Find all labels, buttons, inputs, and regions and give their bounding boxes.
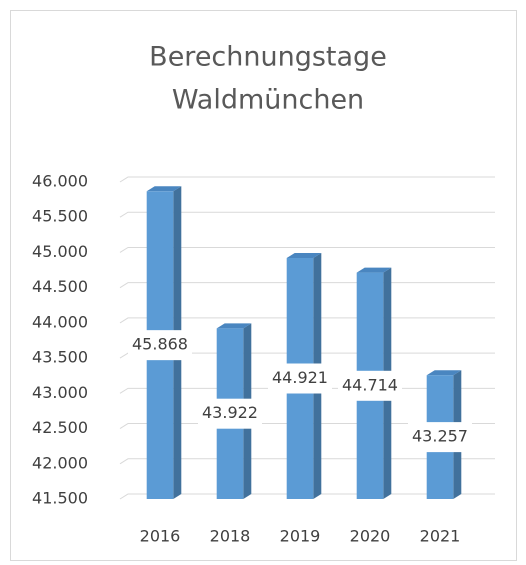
data-label-box	[198, 398, 262, 429]
grid-line	[119, 211, 495, 218]
bar-top	[426, 370, 462, 376]
y-tick-label: 45.500	[32, 207, 88, 226]
y-tick-label: 43.500	[32, 348, 88, 367]
data-label: 45.868	[132, 335, 188, 354]
x-tick-label: 2019	[280, 527, 321, 546]
bar-top	[356, 267, 392, 273]
data-label: 43.922	[202, 403, 258, 422]
y-tick-label: 41.500	[32, 489, 88, 508]
data-label-box	[268, 363, 332, 394]
data-label: 43.257	[412, 427, 468, 446]
data-label-box	[338, 370, 402, 401]
data-label: 44.714	[342, 375, 398, 394]
data-label: 44.921	[272, 368, 328, 387]
y-tick-label: 45.000	[32, 242, 88, 261]
y-tick-label: 42.000	[32, 453, 88, 472]
x-tick-label: 2021	[420, 527, 461, 546]
y-tick-label: 44.000	[32, 312, 88, 331]
y-tick-label: 43.000	[32, 383, 88, 402]
grid-line	[119, 176, 495, 183]
chart-title: Berechnungstage	[149, 42, 387, 73]
data-label-box	[128, 330, 192, 361]
grid-line	[119, 246, 495, 253]
bar-top	[216, 323, 252, 329]
x-tick-label: 2018	[210, 527, 251, 546]
bar-top	[286, 253, 322, 259]
y-tick-label: 44.500	[32, 277, 88, 296]
chart-title: Waldmünchen	[172, 85, 364, 116]
bar-top	[146, 186, 182, 192]
y-tick-label: 42.500	[32, 418, 88, 437]
data-label-box	[408, 422, 472, 453]
y-tick-label: 46.000	[32, 172, 88, 191]
x-tick-label: 2020	[350, 527, 391, 546]
x-tick-label: 2016	[140, 527, 181, 546]
